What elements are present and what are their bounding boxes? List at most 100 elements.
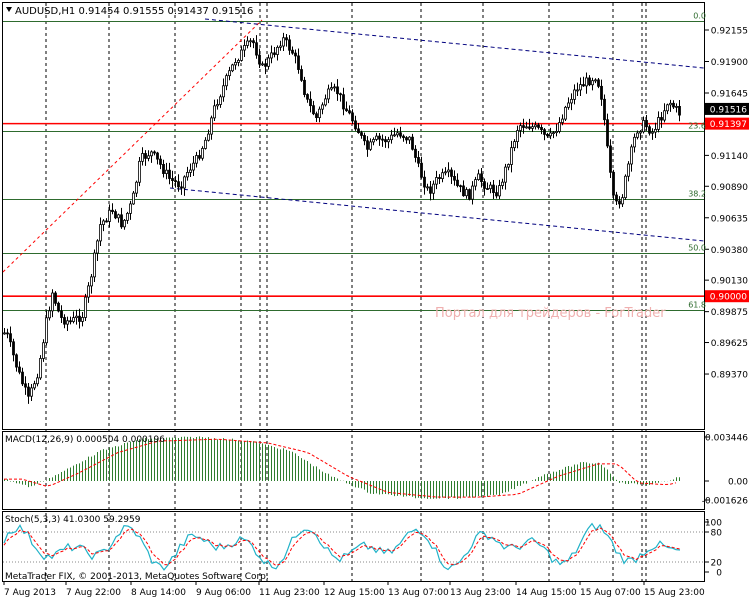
- candle-body: [564, 106, 567, 120]
- candle-body: [414, 148, 417, 158]
- candle-body: [591, 80, 594, 86]
- time-tick-label: 7 Aug 22:00: [66, 588, 121, 598]
- candle-body: [270, 52, 273, 59]
- candle-body: [309, 98, 312, 107]
- candle-body: [501, 181, 504, 186]
- candle-body: [426, 186, 429, 189]
- candle-body: [561, 118, 564, 123]
- candle-body: [153, 151, 156, 154]
- candle-body: [468, 189, 471, 200]
- stoch-tick-label: 80: [711, 529, 723, 539]
- candle-body: [615, 194, 618, 202]
- candle-body: [198, 155, 201, 159]
- candle-body: [543, 129, 546, 135]
- candle-body: [660, 117, 663, 121]
- candle-body: [12, 341, 15, 356]
- candle-body: [81, 317, 84, 322]
- candle-body: [177, 181, 180, 188]
- candle-body: [387, 139, 390, 143]
- candle-body: [609, 145, 612, 173]
- candle-body: [441, 172, 444, 180]
- candle-body: [15, 354, 18, 368]
- candle-body: [645, 120, 648, 128]
- fibo-level-label: 38.2: [688, 190, 706, 199]
- candle-body: [417, 157, 420, 164]
- price-tick-label: 0.91900: [711, 58, 748, 68]
- candle-body: [489, 184, 492, 190]
- candle-body: [42, 342, 45, 359]
- candle-body: [165, 169, 168, 174]
- candle-body: [348, 110, 351, 114]
- current-price-text: 0.91516: [710, 105, 747, 115]
- chart-header: AUDUSD,H1 0.91454 0.91555 0.91437 0.9151…: [6, 6, 253, 17]
- candle-body: [552, 132, 555, 135]
- candle-body: [333, 86, 336, 89]
- candle-body: [528, 126, 531, 129]
- price-tick-label: 0.91140: [711, 152, 748, 162]
- price-tick-label: 0.90380: [711, 246, 748, 256]
- candle-body: [141, 153, 144, 162]
- candle-body: [360, 132, 363, 136]
- candle-body: [117, 214, 120, 219]
- candle-body: [9, 333, 12, 343]
- stoch-pane-frame: [2, 511, 705, 582]
- candle-body: [375, 135, 378, 140]
- candle-body: [27, 386, 30, 397]
- candle-body: [63, 317, 66, 325]
- candle-body: [51, 292, 54, 312]
- time-tick-label: 13 Aug 07:00: [388, 588, 449, 598]
- price-level-tag-text: 0.91397: [710, 120, 747, 130]
- candle-body: [150, 151, 153, 157]
- candle-body: [582, 84, 585, 87]
- candle-body: [567, 102, 570, 108]
- copyright-text: MetaTrader FIX, © 2001-2013, MetaQuotes …: [5, 572, 269, 582]
- macd-tick-label: 0.003446: [705, 434, 748, 444]
- candle-body: [522, 125, 525, 128]
- candle-body: [294, 52, 297, 57]
- candle-body: [249, 40, 252, 43]
- price-tick-label: 0.90130: [711, 277, 748, 287]
- candle-body: [531, 126, 534, 129]
- candle-body: [504, 166, 507, 183]
- candle-body: [486, 188, 489, 190]
- candle-body: [96, 240, 99, 254]
- candle-body: [204, 139, 207, 149]
- candle-body: [510, 147, 513, 165]
- candle-body: [549, 132, 552, 137]
- candle-body: [39, 358, 42, 379]
- candle-body: [258, 54, 261, 65]
- candle-body: [354, 120, 357, 130]
- candle-body: [570, 98, 573, 104]
- candle-body: [663, 110, 666, 121]
- candle-body: [432, 183, 435, 194]
- candle-body: [654, 128, 657, 133]
- candle-body: [606, 119, 609, 147]
- candle-body: [369, 141, 372, 150]
- candle-body: [168, 169, 171, 179]
- candle-body: [276, 46, 279, 55]
- candle-body: [84, 296, 87, 318]
- candle-body: [120, 214, 123, 228]
- candle-body: [612, 171, 615, 196]
- candle-body: [444, 171, 447, 174]
- candle-body: [573, 89, 576, 100]
- candle-body: [90, 276, 93, 287]
- candle-body: [33, 383, 36, 389]
- candle-body: [306, 94, 309, 100]
- candle-body: [492, 184, 495, 193]
- candle-body: [429, 186, 432, 194]
- candle-body: [138, 160, 141, 183]
- candle-body: [558, 122, 561, 132]
- candle-body: [537, 124, 540, 128]
- candle-body: [675, 106, 678, 108]
- candle-body: [225, 75, 228, 87]
- symbol-menu-icon[interactable]: [6, 7, 12, 12]
- macd-header: MACD(12,26,9) 0.000504 0.000196: [5, 435, 165, 445]
- candle-body: [435, 177, 438, 185]
- candle-body: [300, 69, 303, 81]
- candle-body: [111, 209, 114, 213]
- candle-body: [267, 57, 270, 67]
